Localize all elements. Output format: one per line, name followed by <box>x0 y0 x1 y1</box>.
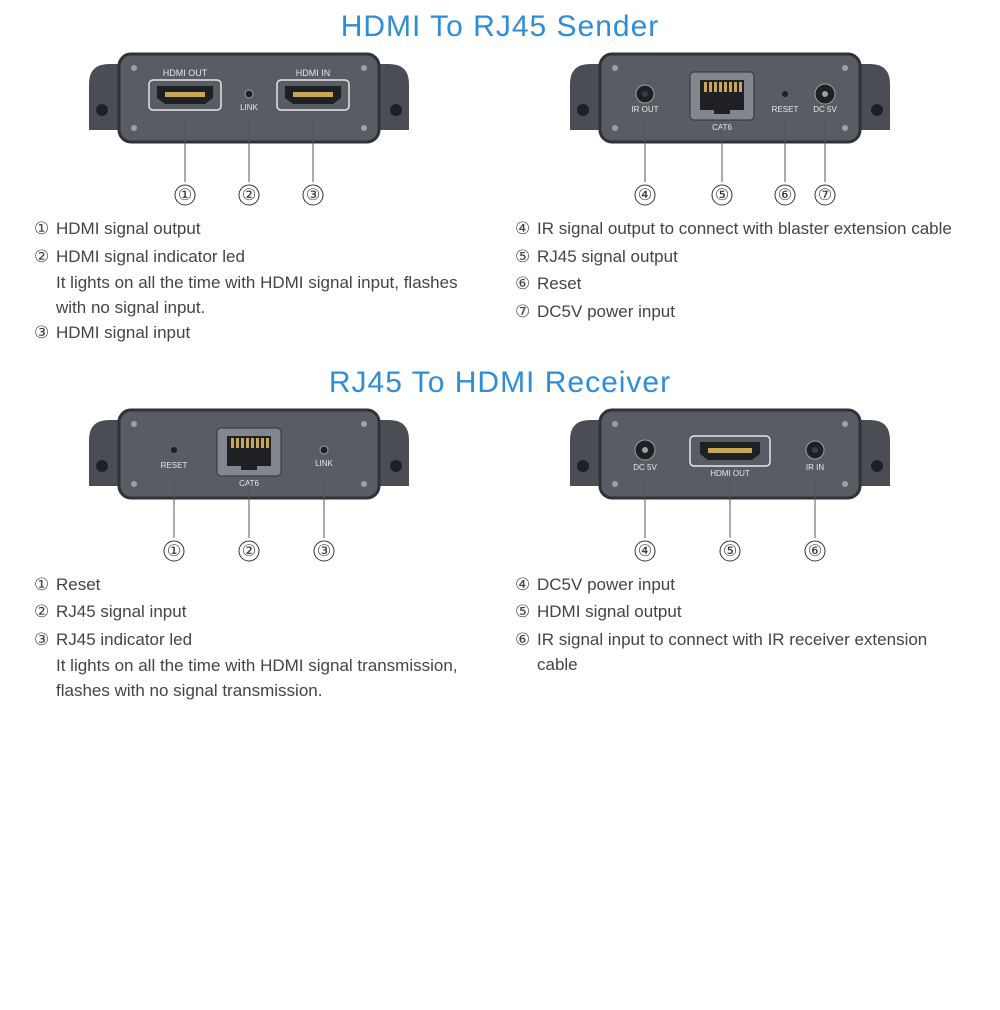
title-sender: HDMI To RJ45 Sender <box>0 10 1000 44</box>
receiver-front-legend: ①Reset ②RJ45 signal input ③RJ45 indicato… <box>34 572 485 704</box>
svg-text:RESET: RESET <box>161 461 188 470</box>
receiver-front-cell: RESET CAT6 LINK ① ② ③ <box>34 406 485 704</box>
svg-text:HDMI IN: HDMI IN <box>296 68 331 78</box>
title-receiver: RJ45 To HDMI Receiver <box>0 366 1000 400</box>
sender-front-cell: HDMI OUT LINK HDMI IN ① ② ③ <box>34 50 485 348</box>
svg-text:LINK: LINK <box>240 103 258 112</box>
svg-text:③: ③ <box>317 543 331 560</box>
svg-text:CAT6: CAT6 <box>239 479 259 488</box>
svg-text:⑤: ⑤ <box>723 543 737 560</box>
svg-text:⑥: ⑥ <box>778 187 792 204</box>
sender-back-legend: ④IR signal output to connect with blaste… <box>515 216 966 324</box>
sender-back-device: IR OUT CAT6 RESET DC 5V <box>515 50 945 150</box>
svg-text:①: ① <box>178 187 192 204</box>
receiver-back-cell: DC 5V HDMI OUT IR IN ④ ⑤ ⑥ <box>515 406 966 704</box>
sender-front-device: HDMI OUT LINK HDMI IN <box>34 50 464 150</box>
receiver-grid: RESET CAT6 LINK ① ② ③ <box>0 406 1000 704</box>
svg-text:HDMI OUT: HDMI OUT <box>163 68 208 78</box>
svg-text:②: ② <box>242 543 256 560</box>
svg-text:⑦: ⑦ <box>818 187 832 204</box>
svg-text:DC 5V: DC 5V <box>813 105 837 114</box>
svg-text:⑤: ⑤ <box>715 187 729 204</box>
svg-text:①: ① <box>167 543 181 560</box>
svg-text:②: ② <box>242 187 256 204</box>
svg-text:③: ③ <box>306 187 320 204</box>
svg-text:LINK: LINK <box>315 459 333 468</box>
receiver-front-device: RESET CAT6 LINK <box>34 406 464 506</box>
sender-grid: HDMI OUT LINK HDMI IN ① ② ③ <box>0 50 1000 348</box>
receiver-back-legend: ④DC5V power input ⑤HDMI signal output ⑥I… <box>515 572 966 678</box>
svg-text:HDMI OUT: HDMI OUT <box>710 469 750 478</box>
svg-text:IR OUT: IR OUT <box>631 105 658 114</box>
svg-text:IR IN: IR IN <box>806 463 824 472</box>
svg-text:⑥: ⑥ <box>808 543 822 560</box>
receiver-back-device: DC 5V HDMI OUT IR IN <box>515 406 945 506</box>
svg-text:④: ④ <box>638 543 652 560</box>
svg-text:RESET: RESET <box>772 105 799 114</box>
sender-back-cell: IR OUT CAT6 RESET DC 5V <box>515 50 966 348</box>
svg-text:DC 5V: DC 5V <box>633 463 657 472</box>
svg-text:CAT6: CAT6 <box>712 123 732 132</box>
svg-text:④: ④ <box>638 187 652 204</box>
sender-front-legend: ①HDMI signal output ②HDMI signal indicat… <box>34 216 485 346</box>
